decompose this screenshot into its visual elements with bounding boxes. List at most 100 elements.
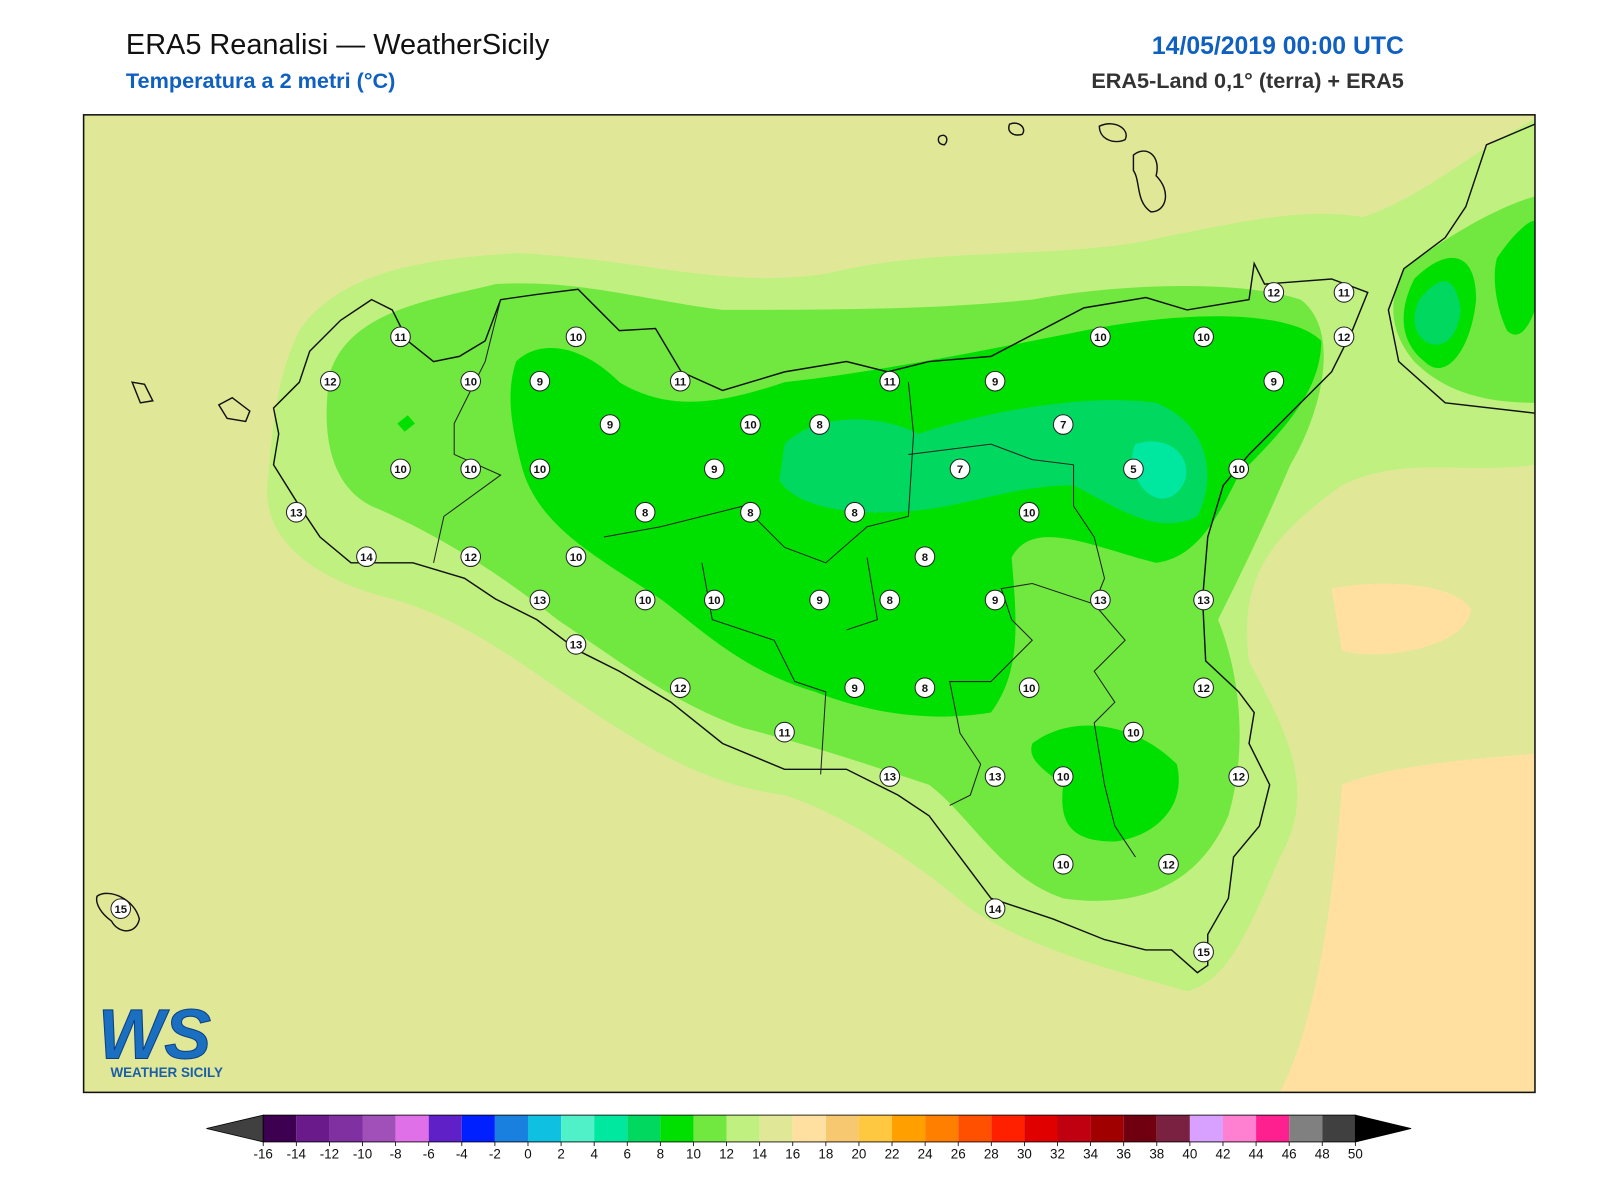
station-marker — [914, 546, 936, 567]
colorbar-segment — [925, 1115, 959, 1142]
station-value: 11 — [779, 727, 791, 739]
colorbar-tick-label: 44 — [1249, 1146, 1264, 1161]
station-value: 10 — [1057, 859, 1070, 871]
colorbar-segment — [958, 1115, 992, 1142]
colorbar-under — [206, 1114, 264, 1143]
colorbar-segment — [792, 1115, 826, 1142]
colorbar-tick-label: 28 — [984, 1146, 999, 1161]
station-value: 8 — [922, 552, 928, 564]
colorbar-segment — [858, 1115, 893, 1142]
station-value: 14 — [989, 904, 1002, 916]
date: 14/05/2019 00:00 UTC — [1152, 33, 1404, 60]
colorbar-segment — [395, 1115, 429, 1142]
station-value: 10 — [534, 464, 547, 476]
colorbar-segment — [726, 1115, 760, 1142]
colorbar-segment — [1189, 1115, 1223, 1142]
colorbar-tick-label: -6 — [423, 1146, 435, 1161]
colorbar-segment — [362, 1115, 396, 1142]
station-marker — [390, 326, 411, 348]
station-value: 12 — [674, 683, 687, 695]
field — [1132, 441, 1187, 499]
station-marker — [356, 546, 377, 567]
field — [1494, 220, 1535, 335]
station-marker — [984, 370, 1006, 392]
colorbar-tick-label: 40 — [1182, 1146, 1197, 1161]
station-value: 9 — [992, 595, 998, 607]
field — [397, 415, 415, 432]
colorbar-segment — [1057, 1115, 1091, 1142]
station-value: 12 — [1232, 772, 1245, 784]
station-marker — [529, 589, 551, 611]
coastline — [130, 381, 154, 404]
station-value: 8 — [747, 507, 753, 519]
colorbar-tick-label: 32 — [1050, 1146, 1065, 1161]
colorbar-segment — [991, 1115, 1025, 1142]
station-marker — [285, 501, 307, 523]
station-value: 8 — [852, 507, 858, 519]
station-marker — [949, 458, 971, 480]
station-value: 12 — [1197, 683, 1210, 695]
colorbar-frame — [262, 1114, 1356, 1143]
station-marker — [1263, 282, 1285, 303]
colorbar-tick-label: -10 — [353, 1146, 372, 1161]
station-value: 10 — [1057, 772, 1070, 784]
station-marker — [879, 589, 901, 611]
colorbar-tick-label: 50 — [1348, 1146, 1363, 1161]
station-marker — [1052, 853, 1074, 875]
station-marker — [599, 414, 621, 435]
colorbar-segment — [561, 1115, 595, 1142]
station-value: 10 — [570, 552, 583, 564]
logo-mark: WS — [98, 994, 211, 1073]
colorbar-segment — [263, 1115, 297, 1142]
colorbar-tick-label: 34 — [1083, 1146, 1098, 1161]
station-value: 13 — [1197, 595, 1210, 607]
station-marker — [740, 414, 761, 435]
station-marker — [634, 501, 656, 523]
colorbar-tick-label: 46 — [1282, 1146, 1297, 1161]
colorbar-tick-label: -2 — [489, 1146, 501, 1161]
colorbar-tick-label: -4 — [456, 1146, 468, 1161]
station-value: 10 — [464, 464, 477, 476]
station-value: 10 — [1127, 727, 1140, 739]
station-value: 10 — [570, 332, 583, 344]
station-value: 10 — [1023, 683, 1036, 695]
station-value: 9 — [1271, 376, 1277, 388]
colorbar-segment — [1024, 1115, 1058, 1142]
station-value: 10 — [1197, 332, 1210, 344]
station-value: 10 — [394, 464, 407, 476]
colorbar-tick-label: 18 — [818, 1146, 833, 1161]
station-marker — [1228, 458, 1250, 480]
station-marker — [984, 898, 1006, 919]
station-marker — [460, 546, 482, 567]
station-value: 11 — [1338, 288, 1350, 300]
station-value: 15 — [114, 904, 127, 916]
field — [1280, 753, 1535, 1093]
colorbar-tick-label: 8 — [657, 1146, 664, 1161]
colorbar-tick-label: -14 — [287, 1146, 307, 1161]
colorbar-segment — [494, 1115, 528, 1142]
station-marker — [1158, 853, 1179, 875]
station-value: 10 — [464, 376, 477, 388]
station-marker — [565, 546, 587, 567]
station-value: 9 — [816, 595, 822, 607]
station-value: 15 — [1197, 947, 1210, 959]
colorbar-segment — [1256, 1115, 1290, 1142]
coastline — [95, 892, 141, 932]
station-marker — [740, 501, 761, 523]
colorbar-tick-label: 2 — [557, 1146, 564, 1161]
colorbar-segment — [1156, 1115, 1190, 1142]
station-marker — [1052, 414, 1074, 435]
station-value: 7 — [957, 464, 963, 476]
station-marker — [703, 589, 725, 611]
station-marker — [914, 677, 936, 699]
colorbar-segment — [660, 1115, 694, 1142]
station-marker — [1193, 326, 1214, 348]
station-marker — [320, 370, 341, 392]
station-value: 12 — [464, 552, 477, 564]
station-marker — [809, 589, 830, 611]
colorbar-segment — [759, 1115, 793, 1142]
station-marker — [565, 634, 587, 655]
station-marker — [565, 326, 587, 348]
colorbar-tick-label: 36 — [1116, 1146, 1131, 1161]
